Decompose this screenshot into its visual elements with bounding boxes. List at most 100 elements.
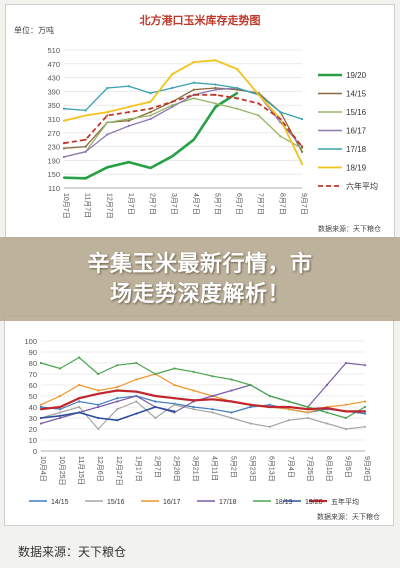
data-point [106,133,109,136]
data-point [84,114,87,117]
series-line [40,373,366,414]
data-point [62,155,66,159]
data-point [235,97,239,100]
x-tick-labels: 10月7日 11月7日 12月7日 1月7日 2月7日 3月7日 4月7日 5月7日 6月7日 7… [62,193,308,219]
data-point [97,389,100,392]
source-caption: 数据来源：天下粮仓 [18,545,127,559]
y-tick-label: 510 [47,46,60,55]
data-point [78,400,81,403]
y-tick-label: 20 [29,425,37,434]
data-point [214,88,217,91]
y-tick-label: 100 [24,337,37,346]
data-point [235,67,239,71]
data-point [39,408,43,411]
x-tick-label: 7月25日 [306,456,314,482]
data-point [300,162,304,165]
data-point [235,86,239,90]
data-point [97,405,100,409]
data-point [58,408,62,411]
data-point [78,356,81,359]
y-tick-label: 40 [29,403,37,412]
x-tick-label: 12月7日 [105,193,113,219]
data-point [325,422,328,425]
data-point [268,425,271,428]
legend-label: 16/17 [346,127,367,136]
x-tick-label: 7月4日 [287,456,295,478]
data-point [306,411,309,414]
data-point [149,166,152,170]
y-tick-labels: 0 10 20 30 40 50 60 70 80 90 100 [24,337,37,456]
data-point [287,405,290,409]
data-point [127,161,131,164]
data-point [116,389,119,392]
data-point [214,86,217,90]
data-point [363,412,367,415]
data-point [97,372,100,376]
y-tick-label: 0 [33,447,37,456]
data-point [173,367,176,370]
x-tick-label: 2月7日 [149,193,157,215]
data-point [116,419,119,422]
data-point [135,394,138,398]
x-tick-label: 11月15日 [77,456,85,485]
price-spread-chart: 0 10 20 30 40 50 60 70 80 90 100 10月4日 10月25日 11月15日… [24,337,380,521]
data-point [214,59,217,62]
legend-label: 17/18 [219,499,237,506]
legend-label: 19/20 [305,499,323,506]
x-tick-label: 11月7日 [84,193,92,218]
data-point [62,142,66,145]
x-tick-label: 10月7日 [62,193,70,219]
data-point [39,361,43,365]
y-tick-label: 60 [29,381,37,390]
data-point [127,119,131,122]
x-tick-label: 4月11日 [211,456,219,481]
data-point [58,405,62,409]
source-label: 数据来源：天下粮仓 [317,512,380,521]
x-tick-labels: 10月4日 10月25日 11月15日 12月6日 12月27日 1月17日 2月7日 2月2… [39,456,371,486]
data-point [171,73,174,76]
data-point [62,107,66,110]
x-tick-label: 8月7日 [278,193,286,215]
data-point [154,372,157,376]
y-tick-label: 90 [29,348,37,357]
series-lines [62,59,304,180]
source-label: 数据来源：天下粮仓 [318,224,381,233]
data-point [300,150,304,153]
x-tick-label: 9月5日 [344,456,352,478]
data-point [214,102,217,105]
data-point [344,361,348,365]
y-tick-label: 350 [47,101,60,110]
legend-label: 14/15 [346,90,367,99]
data-point [192,370,195,373]
data-point [135,378,138,381]
legend-label: 18/19 [275,499,293,506]
data-point [127,124,131,127]
data-point [257,93,260,96]
legend-label: 17/18 [346,145,367,154]
data-point [171,155,174,158]
headline-banner: 辛集玉米最新行情，市 场走势深度解析！ [0,237,400,321]
data-point [171,86,174,90]
data-point [149,114,152,117]
data-point [58,416,62,420]
data-point [230,378,233,381]
x-tick-label: 5月23日 [249,456,257,482]
series-line [63,93,303,148]
data-point [149,107,152,110]
data-point [344,427,348,431]
data-point [287,419,290,422]
legend: 14/15 15/16 16/17 17/18 18/19 五年平均 19/20 [29,497,359,506]
legend-label: 六年平均 [346,181,378,191]
data-point [106,114,109,117]
data-point [62,176,66,179]
y-tick-label: 190 [47,156,60,165]
data-point [249,405,252,409]
data-point [192,138,195,141]
x-tick-label: 12月6日 [96,456,104,482]
data-point [268,403,271,406]
data-point [257,102,260,105]
data-point [154,416,157,420]
data-point [97,427,100,431]
data-point [149,117,152,121]
data-point [192,399,195,402]
